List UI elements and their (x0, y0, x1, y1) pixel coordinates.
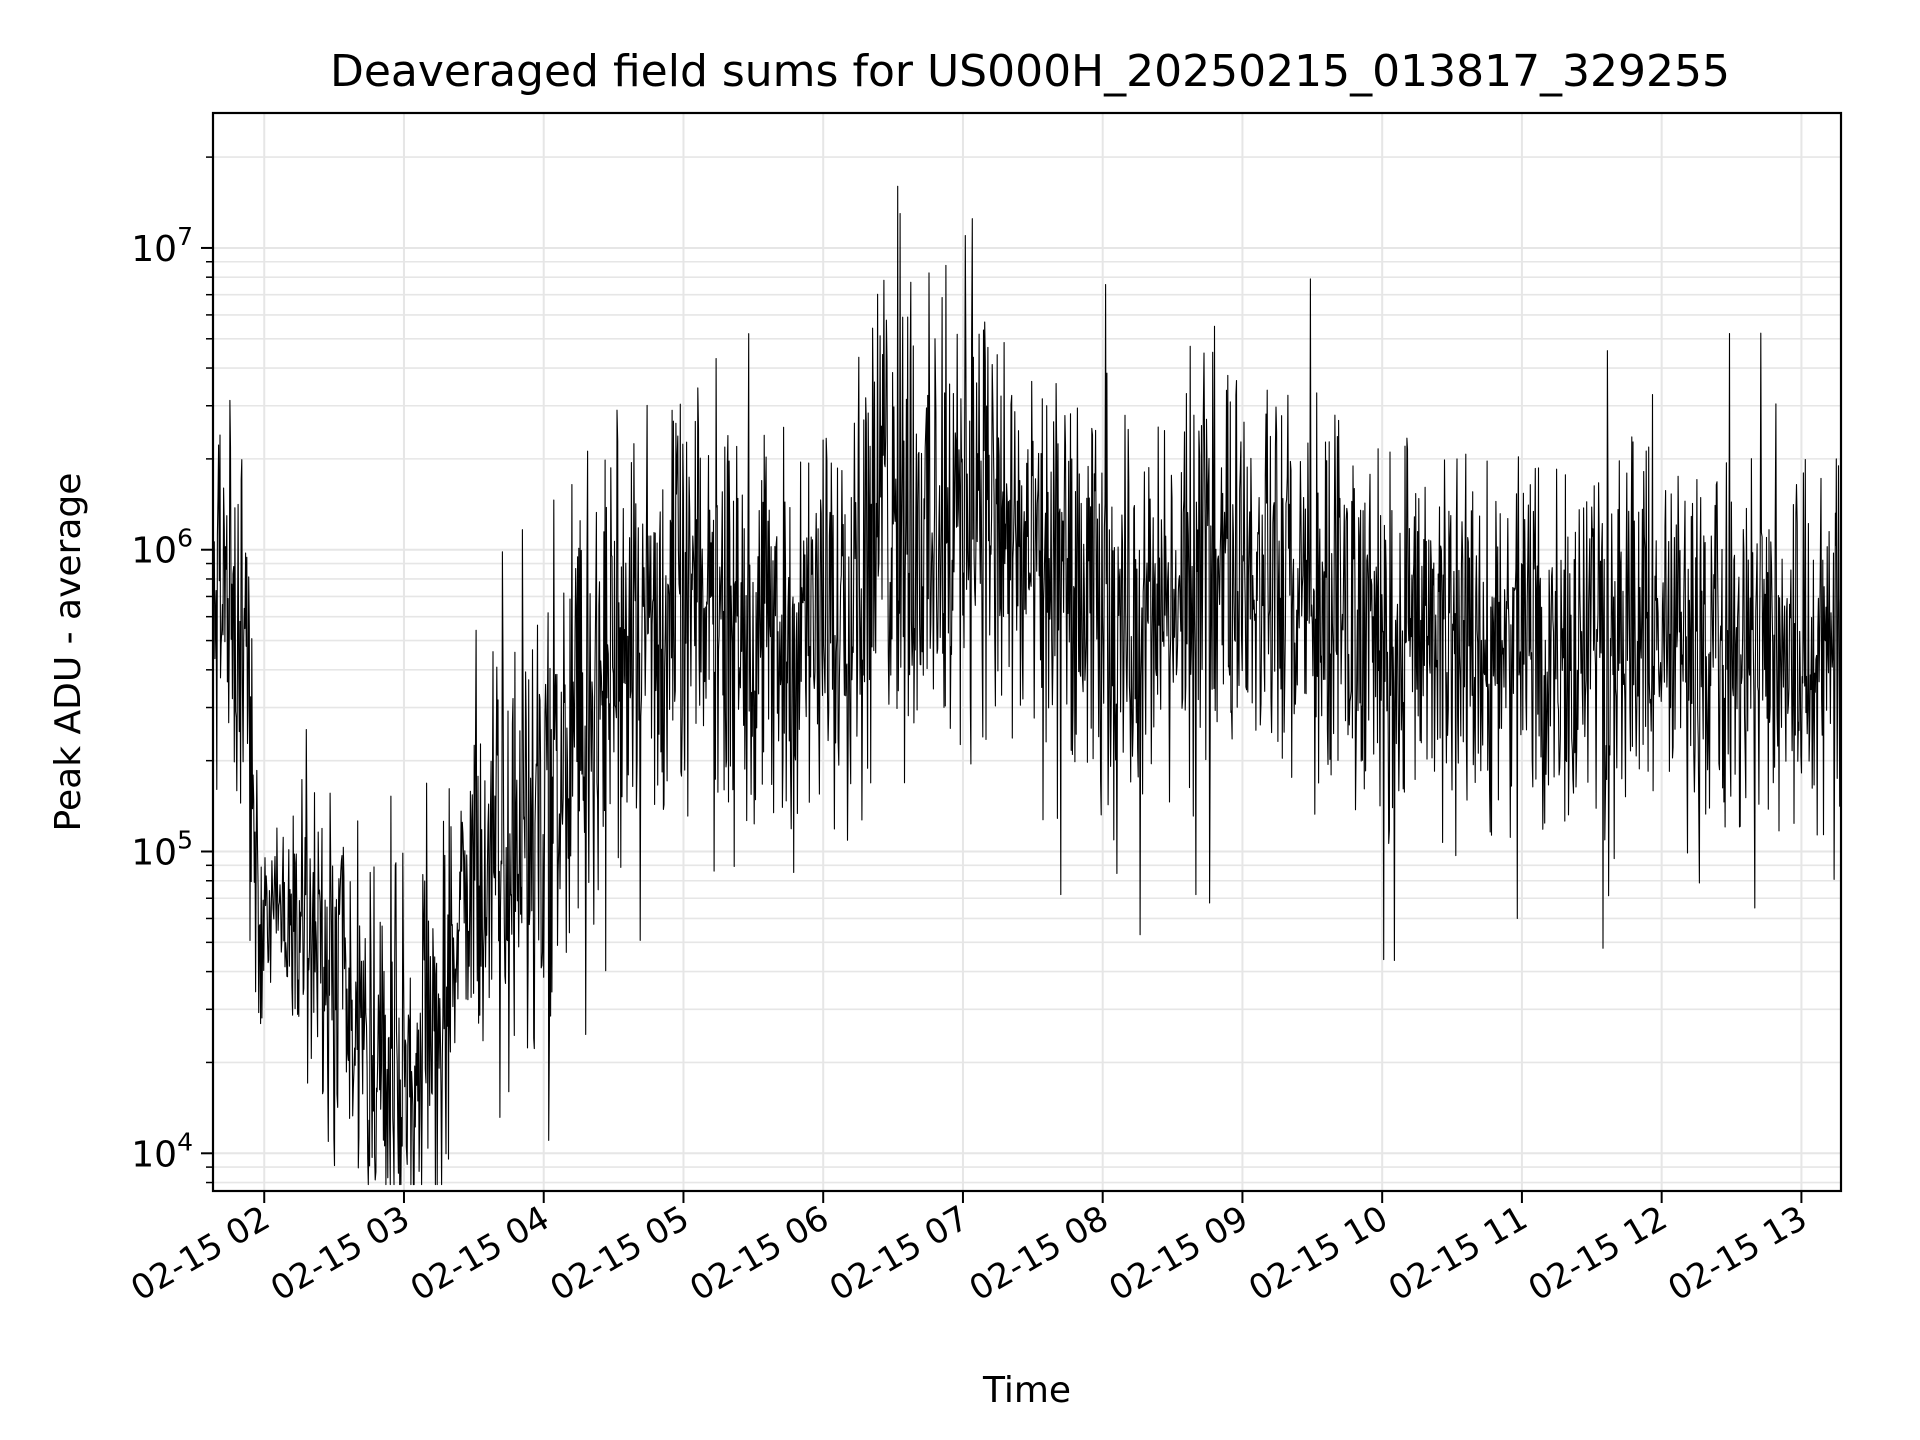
y-tick-label: 104 (131, 1127, 193, 1175)
y-axis-label: Peak ADU - average (48, 473, 89, 832)
y-tick-label: 105 (131, 826, 193, 874)
y-tick-label: 106 (131, 524, 193, 572)
series-line (213, 185, 1841, 1186)
x-axis-label: Time (982, 1370, 1071, 1411)
chart-title: Deaveraged field sums for US000H_2025021… (330, 46, 1730, 97)
series-group (213, 185, 1841, 1186)
y-tick-label: 107 (131, 222, 193, 270)
plot-frame (211, 111, 1843, 1193)
y-axis-ticks: 104 105 106 107 (131, 156, 213, 1184)
